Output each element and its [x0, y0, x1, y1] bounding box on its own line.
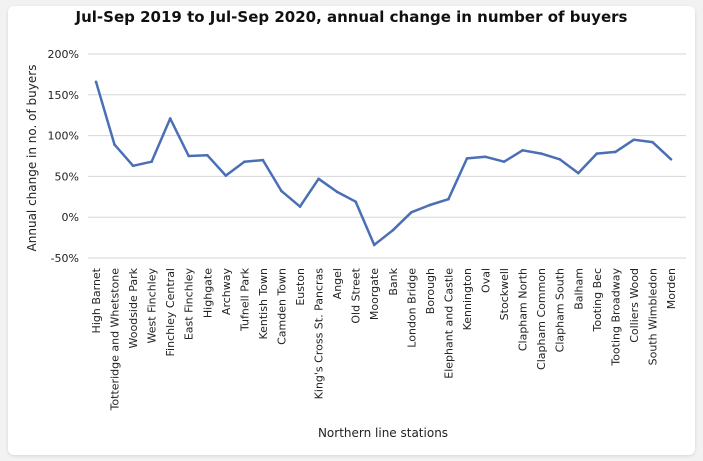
- data-point: [317, 177, 320, 181]
- data-point: [205, 153, 209, 157]
- data-point: [354, 200, 357, 203]
- x-tick-label: London Bridge: [405, 268, 418, 348]
- x-tick-label: Moorgate: [368, 268, 381, 320]
- data-point: [651, 140, 654, 144]
- data-point: [428, 203, 432, 207]
- x-tick-label: Finchley Central: [164, 268, 177, 356]
- data-point: [558, 157, 562, 161]
- x-tick-label: Angel: [331, 268, 344, 299]
- x-tick-label: Tufnell Park: [238, 267, 251, 332]
- chart-card: [8, 6, 695, 455]
- x-tick-label: Balham: [572, 268, 585, 310]
- y-tick-label: -50%: [51, 252, 79, 265]
- data-point: [243, 160, 246, 164]
- x-tick-label: Clapham Common: [535, 268, 548, 370]
- data-point: [187, 154, 191, 158]
- data-point: [410, 211, 413, 214]
- x-tick-label: Elephant and Castle: [442, 268, 455, 379]
- x-tick-label: Bank: [387, 267, 400, 295]
- x-tick-label: Archway: [220, 268, 233, 316]
- x-tick-label: Morden: [665, 268, 678, 309]
- data-point: [447, 197, 450, 201]
- series-line: [94, 81, 672, 247]
- y-tick-label: 100%: [48, 130, 79, 143]
- x-tick-label: Oval: [480, 268, 493, 293]
- data-point: [131, 164, 135, 168]
- y-tick-label: 200%: [48, 48, 79, 61]
- x-tick-label: Totteridge and Whetstone: [109, 268, 122, 412]
- x-tick-label: High Barnet: [90, 267, 103, 333]
- x-tick-label: Kentish Town: [257, 268, 270, 340]
- x-tick-label: South Wimbledon: [646, 268, 659, 365]
- data-point: [94, 80, 98, 84]
- x-tick-label: Tooting Bec: [591, 268, 604, 333]
- x-tick-label: Borough: [424, 268, 437, 314]
- data-point: [632, 138, 636, 141]
- data-point: [669, 157, 673, 161]
- x-tick-label: Clapham North: [517, 268, 530, 351]
- x-tick-label: Kennington: [461, 268, 474, 330]
- y-tick-label: 0%: [62, 211, 79, 224]
- data-point: [595, 152, 599, 155]
- data-point: [521, 148, 524, 152]
- data-point: [168, 117, 172, 120]
- x-tick-label: King's Cross St. Pancras: [313, 268, 326, 400]
- x-tick-label: Tooting Broadway: [609, 268, 622, 367]
- x-tick-label: Camden Town: [275, 268, 288, 345]
- x-tick-label: Highgate: [201, 268, 214, 318]
- data-point: [484, 155, 487, 159]
- data-point: [502, 160, 506, 164]
- data-point: [614, 150, 617, 154]
- series-group: [94, 80, 673, 247]
- data-point: [539, 152, 543, 155]
- data-point: [335, 190, 339, 194]
- x-tick-label: Woodside Park: [127, 267, 140, 348]
- y-axis-label: Annual change in no. of buyers: [25, 65, 39, 252]
- data-point: [150, 160, 153, 164]
- data-point: [261, 158, 265, 162]
- data-point: [372, 243, 376, 247]
- y-tick-label: 150%: [48, 89, 79, 102]
- y-axis-ticks: -50% 0% 50% 100% 150% 200%: [48, 48, 79, 265]
- data-point: [465, 157, 469, 160]
- data-point: [280, 189, 283, 193]
- x-tick-label: East Finchley: [183, 268, 196, 341]
- x-tick-label: Old Street: [350, 267, 363, 323]
- gridlines: [88, 53, 686, 259]
- x-tick-label: Clapham South: [554, 268, 567, 352]
- data-point: [576, 171, 580, 175]
- data-point: [113, 143, 116, 146]
- x-axis-label: Northern line stations: [318, 426, 448, 440]
- data-point: [298, 205, 302, 208]
- x-tick-label: Euston: [294, 268, 307, 306]
- x-axis-ticks: High Barnet Totteridge and Whetstone Woods…: [90, 267, 678, 411]
- y-tick-label: 50%: [55, 170, 79, 183]
- chart-title: Jul-Sep 2019 to Jul-Sep 2020, annual cha…: [75, 8, 628, 26]
- x-tick-label: Stockwell: [498, 268, 511, 320]
- x-tick-label: West Finchley: [146, 268, 159, 344]
- data-point: [391, 228, 395, 232]
- x-tick-label: Colliers Wood: [628, 268, 641, 343]
- data-point: [224, 174, 228, 177]
